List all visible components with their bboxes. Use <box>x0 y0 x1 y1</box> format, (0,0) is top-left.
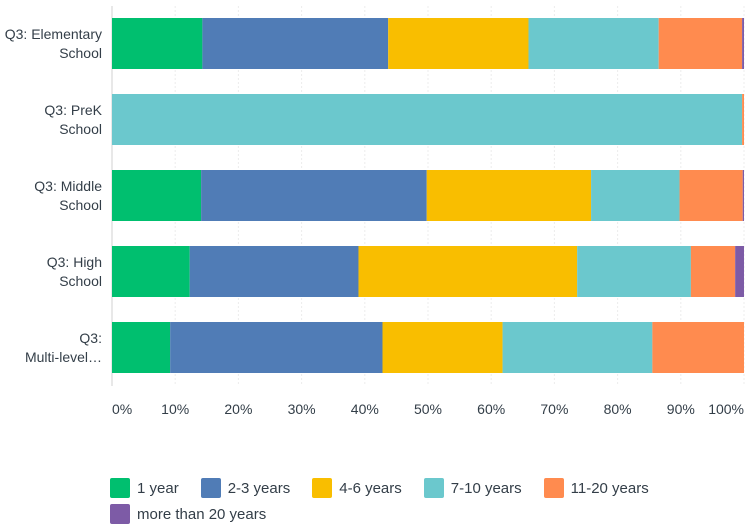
x-tick-label: 70% <box>540 401 568 417</box>
bar-segment <box>112 170 202 221</box>
legend-item: more than 20 years <box>110 504 266 524</box>
bar-segment <box>201 170 427 221</box>
bar-segment <box>112 18 203 69</box>
legend-swatch <box>423 478 444 498</box>
category-label: School <box>59 273 102 289</box>
legend-swatch <box>200 478 221 498</box>
category-label: School <box>59 45 102 61</box>
legend-item: 7-10 years <box>423 478 522 498</box>
category-labels: Q3: Elementary School Q3: PreK School Q3: Mi… <box>5 26 103 365</box>
bars <box>112 18 744 373</box>
bar-segment <box>112 246 190 297</box>
legend-label: 2-3 years <box>227 479 291 497</box>
legend-item: 11-20 years <box>543 478 649 498</box>
bar-segment <box>577 246 691 297</box>
category-label: Multi-level… <box>25 349 102 365</box>
bar-segment <box>112 322 171 373</box>
legend-swatch <box>110 478 130 498</box>
x-tick-label: 90% <box>667 401 695 417</box>
bar-segment <box>426 170 592 221</box>
x-tick-label: 40% <box>351 401 379 417</box>
legend-swatch <box>110 504 130 524</box>
category-label: Q3: Middle <box>34 178 102 194</box>
legend-swatch <box>312 478 333 498</box>
x-tick-label: 0% <box>112 401 132 417</box>
bar-segment <box>112 94 743 145</box>
legend-item: 2-3 years <box>200 478 291 498</box>
category-label: School <box>59 197 102 213</box>
legend: 1 year 2-3 years 4-6 years 7-10 years 11-20 … <box>110 478 740 524</box>
bar-segment <box>679 170 743 221</box>
bar-segment <box>528 18 659 69</box>
x-tick-labels: 0% 10% 20% 30% 40% 50% 60% 70% 80% 90% 100% <box>112 401 744 417</box>
category-label: Q3: <box>79 330 102 346</box>
bar-segment <box>742 170 744 221</box>
legend-item: 1 year <box>110 478 179 498</box>
legend-label: 4-6 years <box>339 479 402 497</box>
category-label: Q3: High <box>47 254 102 270</box>
bar-segment <box>358 246 578 297</box>
x-tick-label: 20% <box>224 401 252 417</box>
category-label: Q3: Elementary <box>5 26 102 42</box>
legend-item: 4-6 years <box>312 478 402 498</box>
x-tick-label: 60% <box>477 401 505 417</box>
bar-segment <box>658 18 743 69</box>
x-tick-label: 100% <box>708 401 744 417</box>
bar-segment <box>170 322 383 373</box>
x-tick-label: 80% <box>604 401 632 417</box>
x-tick-label: 30% <box>288 401 316 417</box>
legend-label: 7-10 years <box>450 479 522 497</box>
legend-label: 11-20 years <box>570 479 649 497</box>
bar-segment <box>652 322 744 373</box>
bar-segment <box>189 246 359 297</box>
bar-segment <box>388 18 529 69</box>
category-label: School <box>59 121 102 137</box>
bar-segment <box>690 246 736 297</box>
legend-swatch <box>543 478 564 498</box>
bar-segment <box>502 322 653 373</box>
bar-segment <box>742 18 744 69</box>
bar-segment <box>382 322 503 373</box>
bar-segment <box>742 94 744 145</box>
category-label: Q3: PreK <box>44 102 102 118</box>
x-tick-label: 50% <box>414 401 442 417</box>
bar-segment <box>735 246 744 297</box>
legend-label: 1 year <box>137 479 179 497</box>
x-tick-label: 10% <box>161 401 189 417</box>
legend-label: more than 20 years <box>137 505 267 523</box>
bar-segment <box>591 170 680 221</box>
bar-segment <box>202 18 389 69</box>
